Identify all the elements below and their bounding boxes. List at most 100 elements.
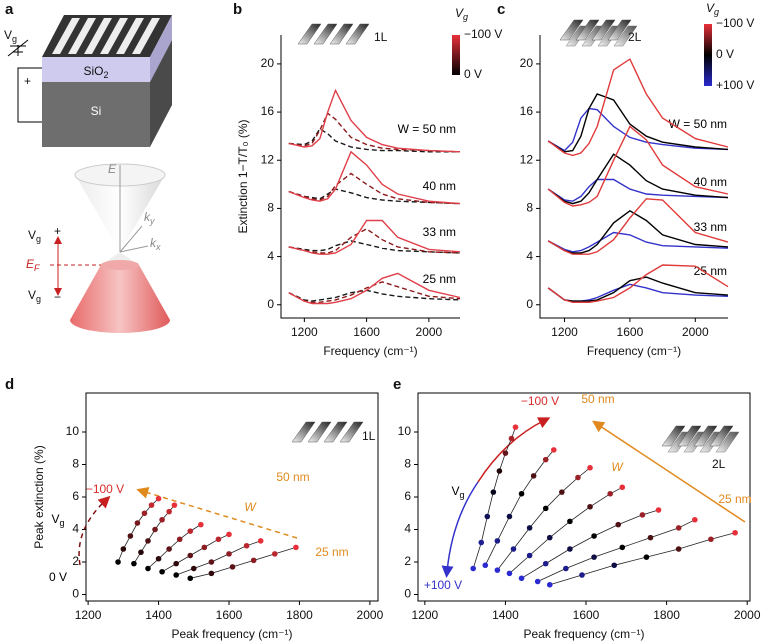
- annotation: W: [244, 500, 257, 514]
- spectrum-line: [288, 88, 461, 153]
- x-tick-label: 2000: [357, 608, 384, 622]
- peak-point: [155, 555, 162, 562]
- peak-point: [546, 534, 553, 541]
- layer-stripe: [291, 421, 316, 443]
- trace-line: [190, 547, 297, 579]
- annotation: 50 nm: [276, 470, 309, 484]
- grating: [52, 18, 160, 54]
- peak-point: [708, 536, 714, 543]
- y-tick-label: 2: [72, 554, 79, 568]
- peak-point: [502, 450, 509, 456]
- annotation: Vg: [451, 484, 464, 500]
- annotation-text: +100 V: [424, 578, 462, 592]
- y-tick-label: 8: [267, 201, 274, 215]
- y-tick-label: 16: [520, 104, 534, 118]
- peak-point: [506, 513, 513, 520]
- axes: [280, 35, 460, 319]
- annotation: 40 nm: [423, 179, 456, 193]
- layer-stripe: [677, 425, 702, 447]
- annotation-text: V: [451, 484, 459, 498]
- peak-point: [190, 565, 197, 572]
- x-tick-label: 2000: [682, 325, 709, 339]
- y-tick-label: 4: [72, 522, 79, 536]
- x-axis-label: Frequency (cm⁻¹): [323, 344, 417, 358]
- annotation-text: V: [51, 512, 59, 526]
- bias-down-label: Vg: [28, 288, 41, 304]
- annotation-text: 40 nm: [423, 179, 456, 193]
- spectrum-line: [288, 240, 461, 254]
- colorbar-title: Vg: [706, 1, 719, 17]
- peak-point: [176, 536, 183, 543]
- panel-label: d: [5, 376, 14, 393]
- peak-point: [187, 575, 194, 582]
- arrow: [136, 486, 298, 539]
- plot-frame: [85, 392, 379, 602]
- annotation-text: W: [244, 500, 257, 514]
- y-tick-label: 6: [72, 489, 79, 503]
- fermi-surface: [101, 260, 139, 270]
- layer-stripe: [323, 421, 348, 443]
- peak-point: [115, 559, 121, 565]
- substrate-side: [150, 40, 172, 147]
- spectrum-line: [547, 276, 729, 302]
- peak-point: [131, 560, 137, 567]
- annotation: 25 nm: [315, 545, 348, 559]
- layer-label: 2L: [628, 30, 642, 44]
- peak-point: [655, 507, 662, 513]
- peak-point: [127, 533, 134, 539]
- filled-cone: [70, 265, 170, 333]
- panel-label: a: [5, 1, 14, 18]
- layer-stripe: [575, 19, 600, 41]
- peak-point: [159, 516, 165, 523]
- peak-point: [692, 516, 698, 523]
- peak-point: [619, 544, 626, 551]
- layer-stripe: [313, 23, 338, 45]
- peak-point: [542, 560, 549, 567]
- x-tick-label: 1600: [573, 608, 600, 622]
- layer-stripe: [345, 23, 370, 45]
- spectrum-line: [288, 112, 461, 153]
- spectrum-line: [288, 219, 461, 255]
- y-tick-label: 6: [404, 489, 411, 503]
- colorbar-title-text: V: [706, 1, 715, 15]
- peak-point: [271, 551, 278, 557]
- peak-point: [591, 533, 597, 539]
- spectrum-line: [288, 289, 461, 302]
- peak-point: [647, 534, 654, 541]
- spectrum-line: [547, 198, 729, 255]
- peak-point: [229, 564, 236, 570]
- peak-point: [615, 521, 622, 528]
- y-tick-label: 12: [520, 152, 534, 166]
- x-tick-label: 1800: [653, 608, 680, 622]
- x-axis-label: Frequency (cm⁻¹): [587, 344, 681, 358]
- gate-label: Vg: [4, 28, 17, 44]
- y-tick-label: 0: [72, 587, 79, 601]
- layer-stripe: [693, 425, 718, 447]
- peak-point: [257, 538, 264, 544]
- peak-point: [587, 503, 593, 510]
- annotation-text: W = 50 nm: [669, 117, 727, 131]
- peak-point: [542, 505, 549, 512]
- y-tick-label: 0: [404, 587, 411, 601]
- peak-point: [530, 473, 537, 479]
- layer-stripe: [297, 23, 322, 45]
- peak-point: [208, 559, 215, 565]
- layer-stripe: [329, 23, 354, 45]
- peak-point: [575, 474, 581, 481]
- spectrum-line: [288, 272, 461, 305]
- k-axes: [119, 165, 149, 253]
- spectrum-line: [547, 209, 729, 254]
- gate-wire: [17, 45, 42, 123]
- layer-stripe: [307, 421, 332, 443]
- x-tick-label: 1200: [411, 608, 438, 622]
- spectrum-line: [288, 228, 461, 254]
- annotation-text: −100 V: [521, 394, 559, 408]
- annotation-sub: g: [460, 490, 465, 500]
- y-tick-label: 4: [404, 522, 411, 536]
- peak-point: [579, 572, 585, 578]
- colorbar-title-sub: g: [463, 12, 468, 22]
- substrate-label: Si: [91, 104, 102, 118]
- y-tick-label: 4: [526, 249, 533, 263]
- peak-point: [518, 575, 525, 582]
- colorbar-label: 0 V: [716, 47, 734, 61]
